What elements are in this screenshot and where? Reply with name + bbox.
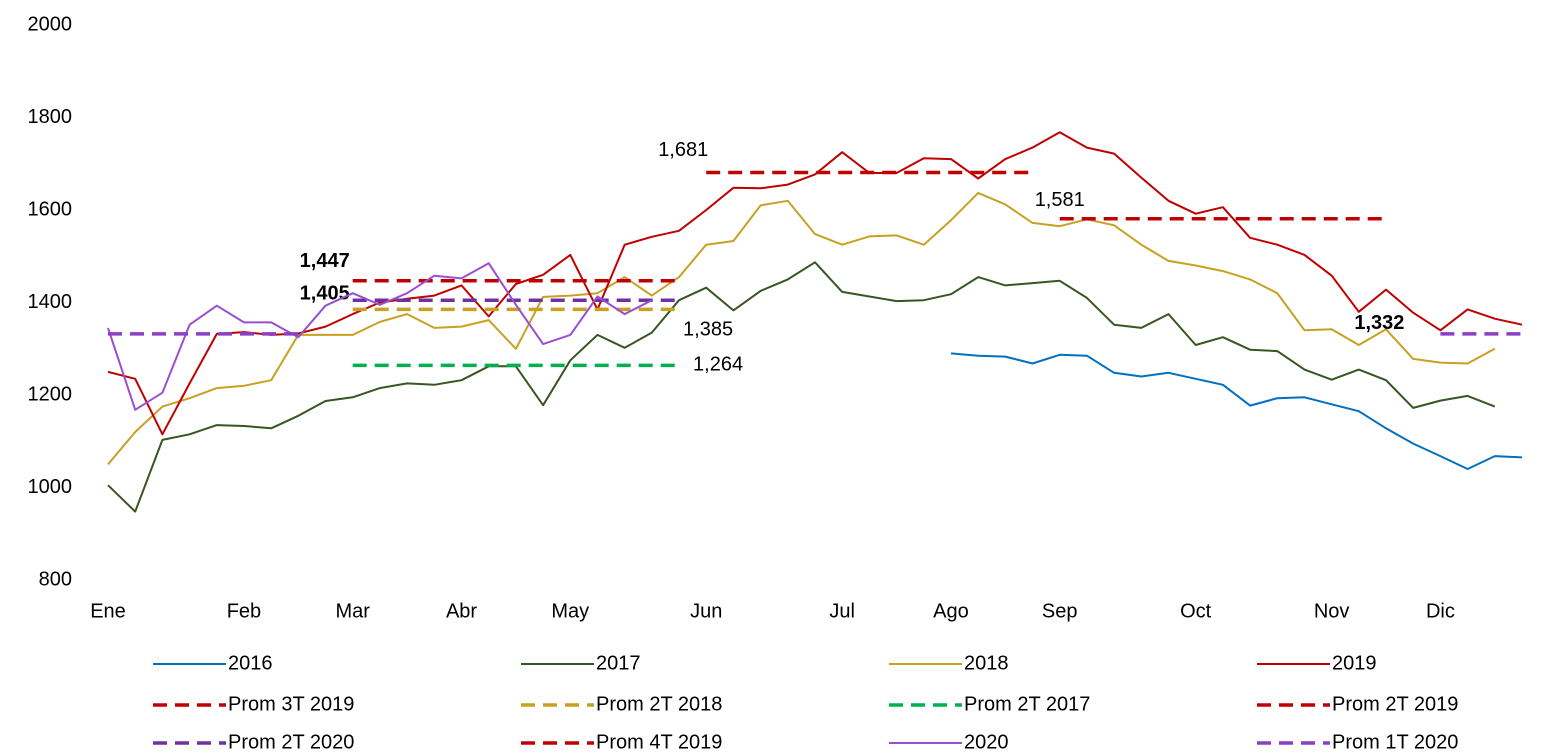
data-label: 1,447 bbox=[300, 250, 350, 272]
x-tick-label: Abr bbox=[446, 600, 477, 622]
x-tick-label: Feb bbox=[227, 600, 261, 622]
data-label: 1,332 bbox=[1354, 312, 1404, 334]
legend-label: 2017 bbox=[596, 652, 641, 674]
y-tick-label: 2000 bbox=[28, 13, 73, 35]
series-line bbox=[107, 191, 1496, 466]
x-tick-label: May bbox=[551, 600, 589, 622]
y-tick-label: 1000 bbox=[28, 476, 73, 498]
legend-label: 2016 bbox=[228, 652, 273, 674]
y-tick-label: 1600 bbox=[28, 198, 73, 220]
legend-label: Prom 3T 2019 bbox=[228, 693, 354, 715]
series-line bbox=[107, 262, 653, 411]
legend-label: 2020 bbox=[964, 731, 1009, 753]
legend-label: Prom 2T 2020 bbox=[228, 731, 354, 753]
legend-label: 2018 bbox=[964, 652, 1009, 674]
x-tick-label: Jul bbox=[829, 600, 855, 622]
data-label: 1,405 bbox=[300, 282, 350, 304]
y-tick-label: 800 bbox=[39, 568, 72, 590]
data-label: 1,264 bbox=[693, 354, 743, 376]
x-tick-label: Jun bbox=[690, 600, 722, 622]
series-line bbox=[107, 261, 1496, 513]
x-tick-label: Ago bbox=[933, 600, 969, 622]
data-label: 1,681 bbox=[658, 139, 708, 161]
data-label: 1,581 bbox=[1035, 189, 1085, 211]
legend-label: Prom 2T 2019 bbox=[1332, 693, 1458, 715]
x-tick-label: Dic bbox=[1426, 600, 1455, 622]
data-label: 1,385 bbox=[683, 319, 733, 341]
legend-label: 2019 bbox=[1332, 652, 1377, 674]
series-line bbox=[950, 352, 1523, 470]
y-tick-label: 1400 bbox=[28, 291, 73, 313]
x-tick-label: Sep bbox=[1042, 600, 1078, 622]
legend-label: Prom 2T 2017 bbox=[964, 693, 1090, 715]
legend-label: Prom 1T 2020 bbox=[1332, 731, 1458, 753]
series-line bbox=[107, 131, 1523, 436]
legend-label: Prom 2T 2018 bbox=[596, 693, 722, 715]
x-tick-label: Mar bbox=[336, 600, 371, 622]
x-tick-label: Ene bbox=[90, 600, 126, 622]
y-tick-label: 1800 bbox=[28, 106, 73, 128]
x-tick-label: Oct bbox=[1180, 600, 1212, 622]
legend-label: Prom 4T 2019 bbox=[596, 731, 722, 753]
y-tick-label: 1200 bbox=[28, 383, 73, 405]
x-tick-label: Nov bbox=[1314, 600, 1350, 622]
